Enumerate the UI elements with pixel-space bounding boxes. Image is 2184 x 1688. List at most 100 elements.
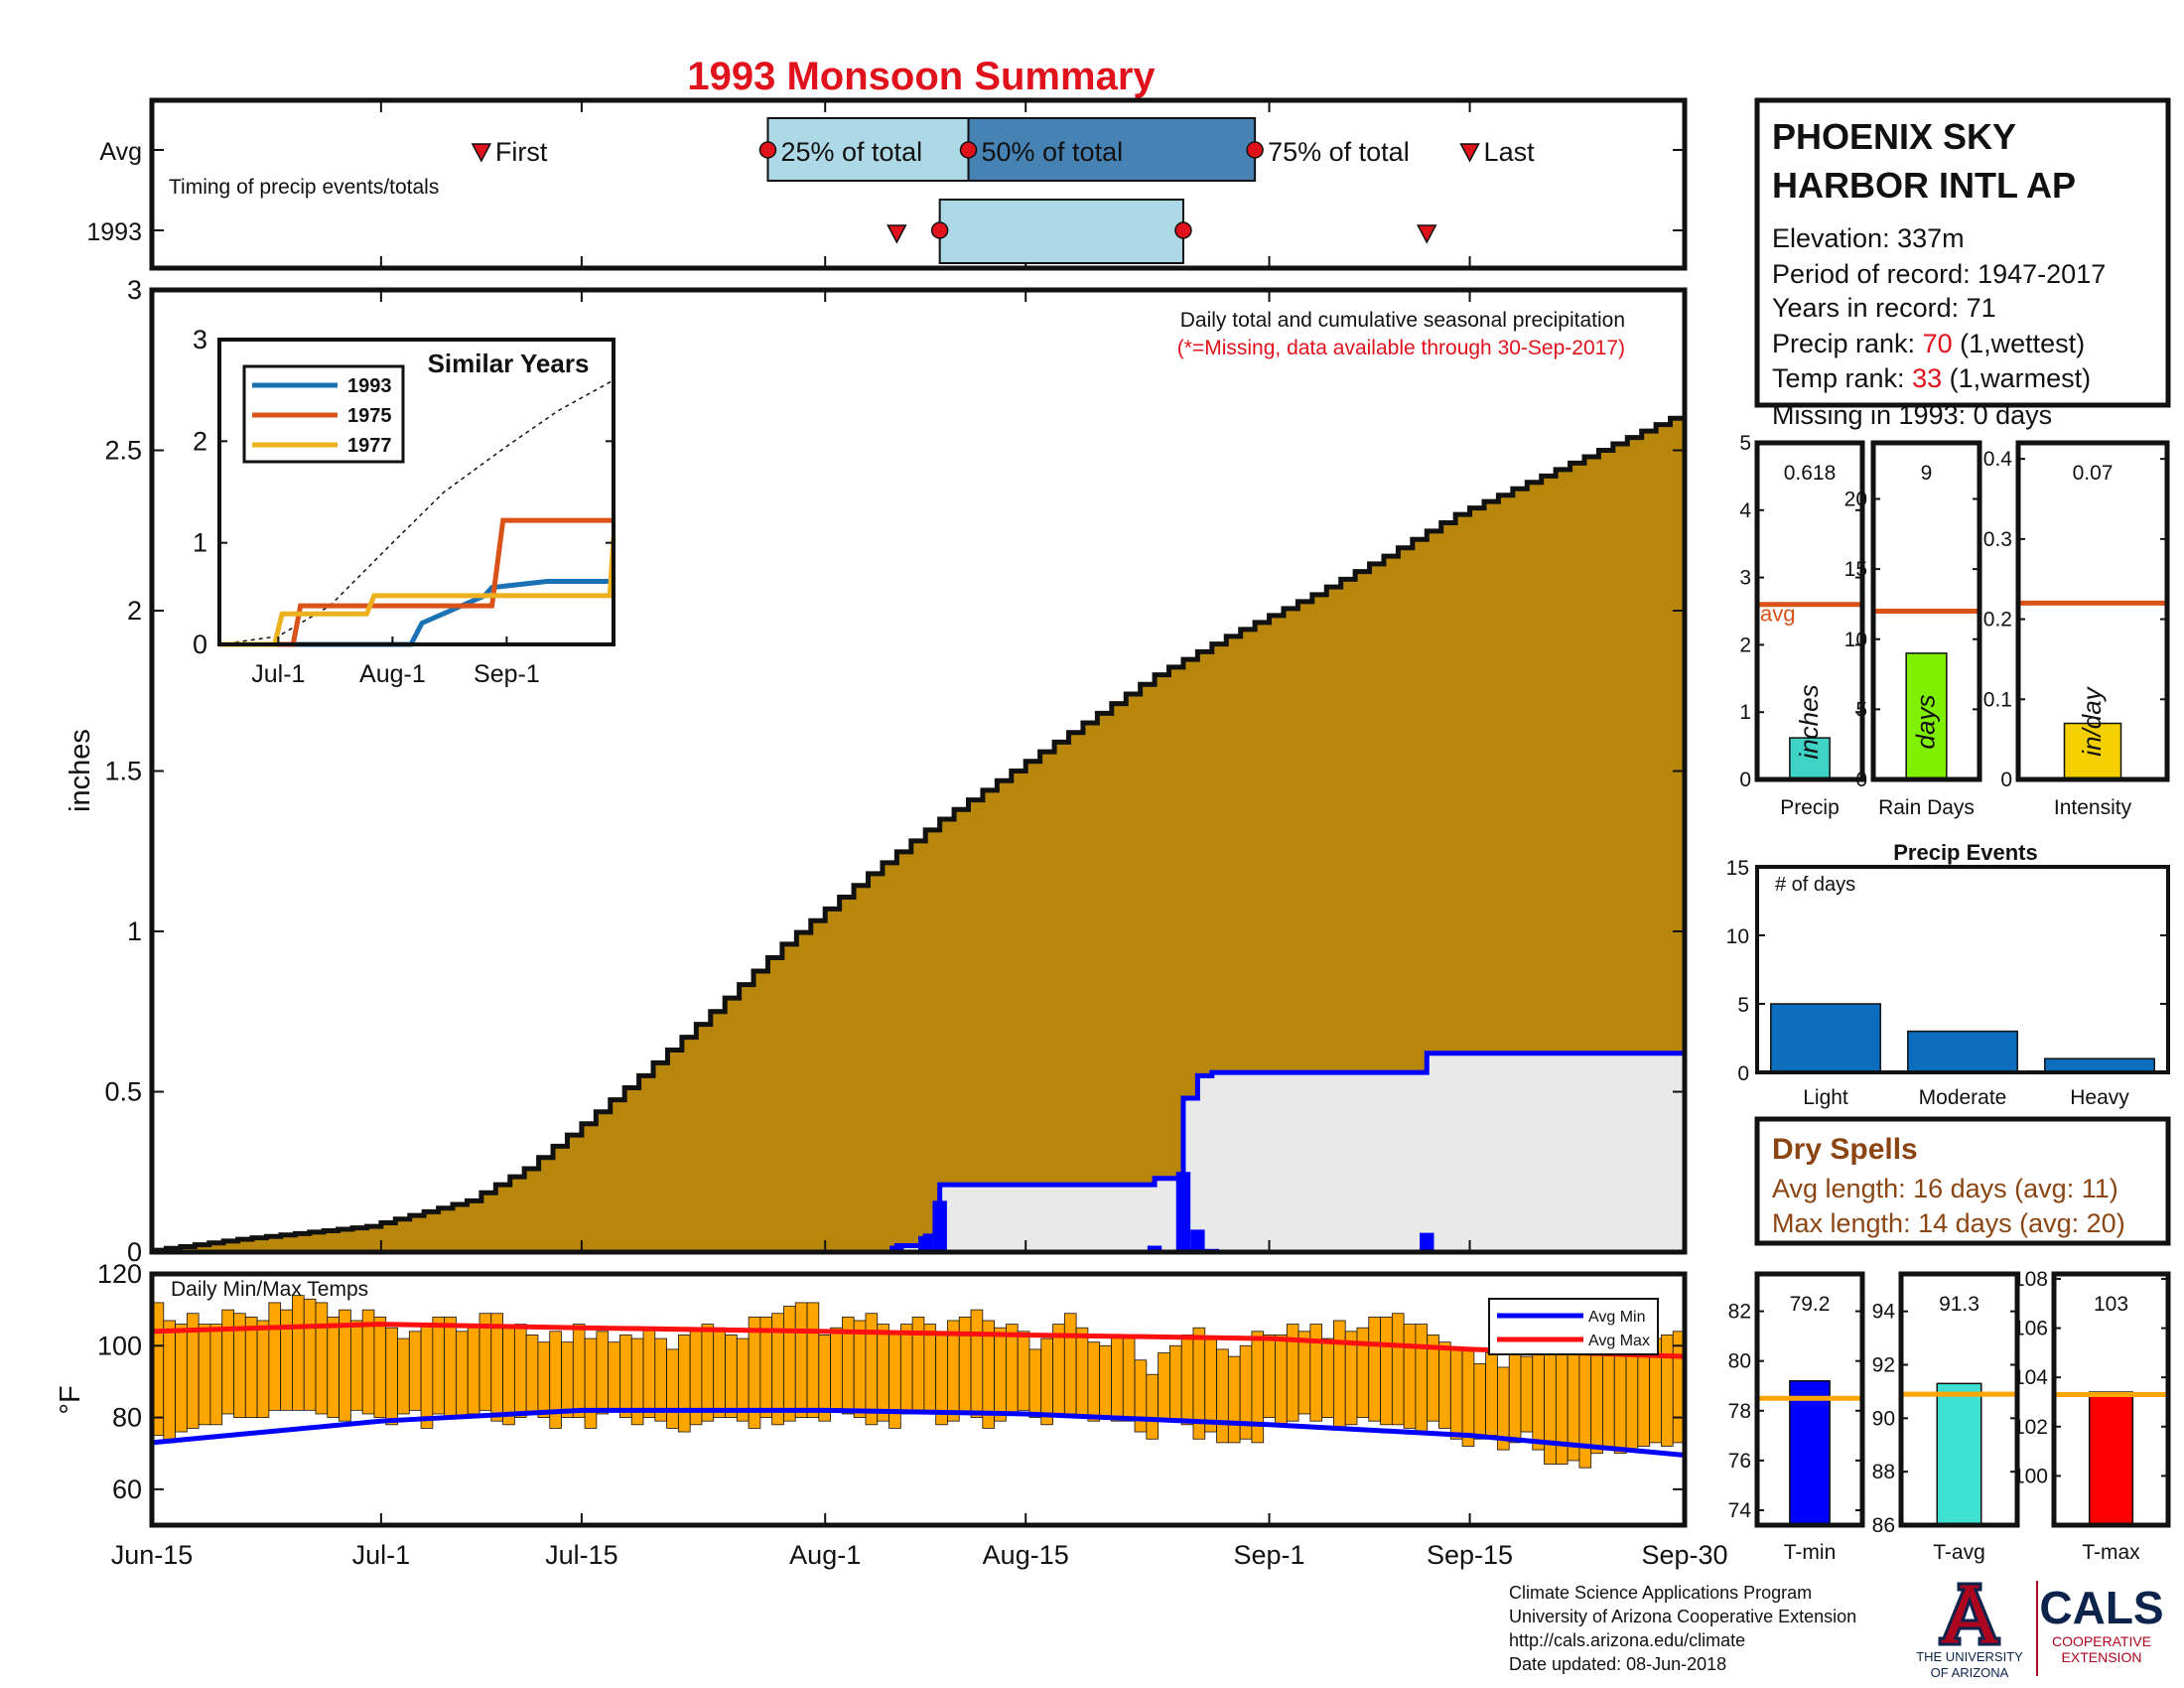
temp-bar	[1169, 1344, 1182, 1422]
temp-bar	[1122, 1337, 1136, 1422]
temp-bar	[1297, 1331, 1311, 1415]
temp-bar	[1368, 1316, 1381, 1422]
panel-value-bar	[1905, 652, 1948, 780]
dry-spells-avg: Avg length: 16 days (avg: 11)	[1772, 1174, 2118, 1203]
panel-y-tick-label: 0	[1739, 769, 1751, 791]
panel-y-tick-label: 82	[1728, 1301, 1751, 1324]
temp-bar	[1473, 1362, 1487, 1440]
precip-panel: 0 0.5 1 1.5 2 2.5 3 inches Daily total and cum…	[65, 275, 1688, 1267]
temp-bar	[373, 1316, 387, 1418]
panel-y-tick-label: 102	[2013, 1416, 2048, 1439]
panel-y-tick-label: 20	[1844, 489, 1867, 511]
temp-bar	[1333, 1320, 1346, 1429]
inset-y-tick-label: 3	[193, 325, 207, 354]
station-name-line1: PHOENIX SKY	[1772, 116, 2016, 157]
inset-y-tick-label: 2	[193, 426, 207, 456]
temp-bar	[806, 1302, 820, 1418]
temp-bar	[209, 1324, 223, 1426]
x-tick-label: Jun-15	[111, 1540, 194, 1570]
cals-sub2: EXTENSION	[2062, 1649, 2142, 1665]
panel-t-max: 100 102 104 106 108 103 T-max	[2013, 1268, 2171, 1564]
daily-precip-bar	[889, 1245, 904, 1252]
temp-bar	[513, 1324, 527, 1418]
temp-bar	[432, 1316, 446, 1415]
daily-precip-bar	[1190, 1229, 1205, 1252]
year-last-marker	[1417, 224, 1437, 244]
panel-y-tick-label: 3	[1739, 567, 1751, 590]
avg-last-marker	[1459, 143, 1480, 163]
panel-unit-label: days	[1911, 695, 1941, 750]
inset-legend-items: 1993 1975 1977	[252, 375, 392, 457]
temp-bar	[1146, 1373, 1160, 1440]
dry-spells-max: Max length: 14 days (avg: 20)	[1772, 1208, 2125, 1238]
panel-y-tick-label: 0.1	[1983, 688, 2012, 711]
temp-bar	[1263, 1335, 1276, 1418]
year-q25-q75-box	[938, 199, 1184, 264]
inset-title: Similar Years	[428, 349, 590, 378]
panel-value-bar	[1789, 1379, 1831, 1526]
footer-line3: http://cals.arizona.edu/climate	[1509, 1630, 1745, 1650]
precip-annotation: Daily total and cumulative seasonal prec…	[1180, 309, 1625, 332]
panel-y-tick-label: 86	[1872, 1514, 1895, 1537]
label-q50: 50% of total	[982, 137, 1124, 167]
temp-bar	[1063, 1313, 1077, 1415]
station-elevation: Elevation: 337m	[1772, 223, 1965, 253]
temps-y-tick-label: 80	[112, 1403, 142, 1433]
temps-y-tick-label: 120	[97, 1259, 142, 1289]
temp-bar	[1449, 1348, 1463, 1440]
temp-bar	[1532, 1344, 1545, 1451]
inset-frame	[217, 338, 615, 646]
avg-first-marker	[471, 143, 492, 163]
cals-wordmark: CALS	[2039, 1582, 2163, 1633]
panel-y-tick-label: 80	[1728, 1350, 1751, 1373]
temp-bar	[175, 1324, 188, 1433]
dry-spells-box	[1754, 1116, 2171, 1246]
events-y-tick-label: 10	[1726, 925, 1749, 948]
temp-bar	[221, 1309, 234, 1415]
panel-value-label: 0.618	[1784, 462, 1837, 485]
precip-y-tick-label: 1.5	[104, 757, 142, 786]
panel-frame	[1898, 1271, 2020, 1528]
year-q25-marker	[930, 221, 949, 239]
timing-ticks	[151, 100, 1686, 268]
temps-legend	[1488, 1298, 1659, 1355]
panel-value-bar	[1936, 1382, 1982, 1526]
temp-bar	[853, 1320, 867, 1418]
panel-value-label: 103	[2094, 1293, 2128, 1316]
daily-precip-bar	[1175, 1172, 1191, 1252]
x-tick-label: Jul-1	[352, 1540, 411, 1570]
panel-y-tick-label: 76	[1728, 1450, 1751, 1473]
temp-bar	[537, 1341, 551, 1418]
temp-bar	[677, 1335, 691, 1433]
panel-y-tick-label: 5	[1855, 698, 1867, 721]
temp-bar	[1158, 1352, 1170, 1422]
temp-bar	[923, 1324, 937, 1415]
precip-y-tick-label: 0.5	[104, 1077, 142, 1107]
panel-y-tick-label: 78	[1728, 1400, 1751, 1423]
x-tick-label: Sep-1	[1234, 1540, 1305, 1570]
precip-annotation-missing: (*=Missing, data available through 30-Se…	[1177, 337, 1625, 359]
panel-y-tick-label: 88	[1872, 1461, 1895, 1483]
temp-bar	[525, 1335, 539, 1415]
station-missing: Missing in 1993: 0 days	[1772, 400, 2052, 430]
timing-frame	[149, 97, 1688, 271]
temp-bar	[1391, 1313, 1405, 1426]
temp-bar	[397, 1337, 410, 1415]
events-title: Precip Events	[1893, 840, 2038, 865]
station-name-line2: HARBOR INTL AP	[1772, 165, 2076, 206]
x-tick-label: Aug-15	[983, 1540, 1069, 1570]
panel-value-bar	[1789, 737, 1831, 780]
temps-y-label: °F	[55, 1385, 86, 1414]
temp-bar	[877, 1324, 889, 1422]
temp-bar	[666, 1348, 679, 1429]
panel-value-bar	[2088, 1391, 2134, 1526]
avg-q75-marker	[1246, 141, 1264, 159]
temp-bar	[385, 1327, 398, 1426]
station-temp-rank: Temp rank: 33 (1,warmest)	[1772, 363, 2091, 393]
precip-y-tick-label: 2.5	[104, 436, 142, 466]
university-logo: THE UNIVERSITY OF ARIZONA CALS COOPERATI…	[1916, 1581, 2164, 1680]
panel-caption: T-max	[2082, 1541, 2140, 1564]
panel-t-avg: 86 88 90 92 94 91.3 T-avg	[1872, 1271, 2020, 1564]
